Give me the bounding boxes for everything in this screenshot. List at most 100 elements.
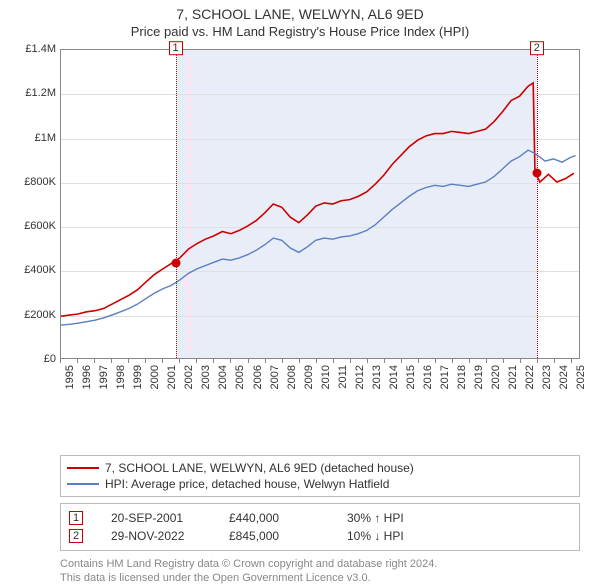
x-tick-label: 2021 bbox=[507, 365, 519, 389]
x-tick-mark bbox=[299, 359, 300, 363]
x-tick-label: 2015 bbox=[405, 365, 417, 389]
plot-area: 12 bbox=[60, 49, 580, 359]
x-tick-mark bbox=[401, 359, 402, 363]
y-tick-label: £1.2M bbox=[0, 87, 56, 99]
sale-delta: 10% ↓ HPI bbox=[347, 529, 417, 543]
x-tick-mark bbox=[60, 359, 61, 363]
page-title: 7, SCHOOL LANE, WELWYN, AL6 9ED bbox=[0, 6, 600, 22]
x-tick-mark bbox=[367, 359, 368, 363]
y-tick-label: £800K bbox=[0, 176, 56, 188]
marker-box: 1 bbox=[169, 41, 183, 55]
x-tick-label: 2013 bbox=[371, 365, 383, 389]
sale-price: £845,000 bbox=[229, 529, 319, 543]
x-tick-mark bbox=[196, 359, 197, 363]
x-tick-label: 1997 bbox=[98, 365, 110, 389]
x-tick-mark bbox=[384, 359, 385, 363]
chart-container: £0£200K£400K£600K£800K£1M£1.2M£1.4M 12 1… bbox=[0, 39, 600, 409]
x-tick-mark bbox=[248, 359, 249, 363]
marker-box: 2 bbox=[69, 529, 83, 543]
series-hpi bbox=[61, 150, 576, 325]
x-tick-label: 1999 bbox=[132, 365, 144, 389]
marker-box: 2 bbox=[530, 41, 544, 55]
footer-line: Contains HM Land Registry data © Crown c… bbox=[60, 557, 580, 571]
x-tick-mark bbox=[537, 359, 538, 363]
x-tick-label: 1996 bbox=[81, 365, 93, 389]
sale-date: 20-SEP-2001 bbox=[111, 511, 201, 525]
page-subtitle: Price paid vs. HM Land Registry's House … bbox=[0, 24, 600, 39]
sale-price: £440,000 bbox=[229, 511, 319, 525]
marker-vline bbox=[176, 50, 177, 358]
x-tick-mark bbox=[469, 359, 470, 363]
sales-row: 1 20-SEP-2001 £440,000 30% ↑ HPI bbox=[69, 509, 571, 527]
x-tick-label: 2005 bbox=[234, 365, 246, 389]
legend-swatch bbox=[67, 467, 99, 469]
x-tick-label: 2018 bbox=[456, 365, 468, 389]
x-tick-label: 2002 bbox=[183, 365, 195, 389]
sales-table: 1 20-SEP-2001 £440,000 30% ↑ HPI 2 29-NOV-202… bbox=[60, 503, 580, 551]
y-tick-label: £1.4M bbox=[0, 43, 56, 55]
x-tick-mark bbox=[316, 359, 317, 363]
marker-box: 1 bbox=[69, 511, 83, 525]
legend-swatch bbox=[67, 483, 99, 485]
footer-attribution: Contains HM Land Registry data © Crown c… bbox=[60, 557, 580, 586]
x-tick-label: 2025 bbox=[575, 365, 587, 389]
x-tick-label: 2011 bbox=[337, 365, 349, 389]
x-tick-mark bbox=[571, 359, 572, 363]
x-tick-label: 2003 bbox=[200, 365, 212, 389]
chart-lines bbox=[61, 50, 579, 358]
x-tick-label: 2000 bbox=[149, 365, 161, 389]
legend-label: HPI: Average price, detached house, Welw… bbox=[105, 477, 389, 491]
x-tick-mark bbox=[452, 359, 453, 363]
y-tick-label: £1M bbox=[0, 132, 56, 144]
footer-line: This data is licensed under the Open Gov… bbox=[60, 571, 580, 585]
x-tick-label: 2010 bbox=[320, 365, 332, 389]
x-tick-mark bbox=[503, 359, 504, 363]
x-tick-mark bbox=[213, 359, 214, 363]
y-tick-label: £200K bbox=[0, 309, 56, 321]
x-tick-label: 2016 bbox=[422, 365, 434, 389]
legend: 7, SCHOOL LANE, WELWYN, AL6 9ED (detache… bbox=[60, 455, 580, 497]
x-tick-mark bbox=[333, 359, 334, 363]
x-tick-mark bbox=[435, 359, 436, 363]
x-tick-label: 2006 bbox=[252, 365, 264, 389]
sale-dot bbox=[532, 168, 541, 177]
x-tick-label: 2012 bbox=[354, 365, 366, 389]
sale-delta: 30% ↑ HPI bbox=[347, 511, 417, 525]
x-tick-mark bbox=[282, 359, 283, 363]
y-tick-label: £600K bbox=[0, 220, 56, 232]
x-tick-label: 1995 bbox=[64, 365, 76, 389]
x-tick-label: 2007 bbox=[269, 365, 281, 389]
x-tick-mark bbox=[418, 359, 419, 363]
x-tick-label: 2001 bbox=[166, 365, 178, 389]
x-tick-mark bbox=[77, 359, 78, 363]
x-tick-mark bbox=[162, 359, 163, 363]
legend-item: HPI: Average price, detached house, Welw… bbox=[67, 476, 573, 492]
y-tick-label: £400K bbox=[0, 264, 56, 276]
x-tick-mark bbox=[111, 359, 112, 363]
x-tick-mark bbox=[94, 359, 95, 363]
x-tick-label: 1998 bbox=[115, 365, 127, 389]
x-tick-mark bbox=[350, 359, 351, 363]
x-tick-label: 2020 bbox=[490, 365, 502, 389]
x-tick-label: 2022 bbox=[524, 365, 536, 389]
marker-vline bbox=[537, 50, 538, 358]
x-tick-label: 2024 bbox=[558, 365, 570, 389]
x-tick-label: 2004 bbox=[217, 365, 229, 389]
x-tick-mark bbox=[128, 359, 129, 363]
y-tick-label: £0 bbox=[0, 353, 56, 365]
sales-row: 2 29-NOV-2022 £845,000 10% ↓ HPI bbox=[69, 527, 571, 545]
x-tick-mark bbox=[230, 359, 231, 363]
legend-item: 7, SCHOOL LANE, WELWYN, AL6 9ED (detache… bbox=[67, 460, 573, 476]
x-tick-mark bbox=[145, 359, 146, 363]
legend-label: 7, SCHOOL LANE, WELWYN, AL6 9ED (detache… bbox=[105, 461, 414, 475]
x-tick-mark bbox=[520, 359, 521, 363]
x-tick-label: 2019 bbox=[473, 365, 485, 389]
x-tick-mark bbox=[179, 359, 180, 363]
x-tick-mark bbox=[265, 359, 266, 363]
x-tick-label: 2017 bbox=[439, 365, 451, 389]
x-tick-label: 2014 bbox=[388, 365, 400, 389]
series-price_paid bbox=[61, 83, 574, 316]
sale-date: 29-NOV-2022 bbox=[111, 529, 201, 543]
x-tick-label: 2008 bbox=[286, 365, 298, 389]
x-tick-label: 2023 bbox=[541, 365, 553, 389]
